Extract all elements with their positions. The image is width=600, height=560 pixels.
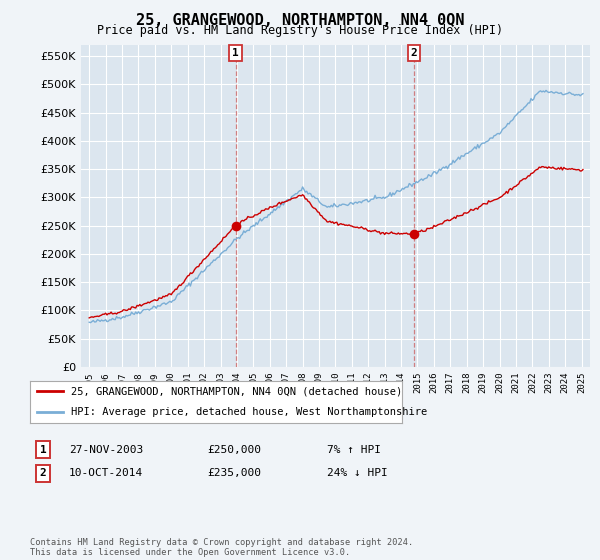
Text: Price paid vs. HM Land Registry's House Price Index (HPI): Price paid vs. HM Land Registry's House … (97, 24, 503, 37)
Text: 2: 2 (410, 48, 417, 58)
Text: HPI: Average price, detached house, West Northamptonshire: HPI: Average price, detached house, West… (71, 407, 427, 417)
Text: 1: 1 (40, 445, 47, 455)
Text: 25, GRANGEWOOD, NORTHAMPTON, NN4 0QN (detached house): 25, GRANGEWOOD, NORTHAMPTON, NN4 0QN (de… (71, 386, 402, 396)
Text: 7% ↑ HPI: 7% ↑ HPI (327, 445, 381, 455)
Text: 25, GRANGEWOOD, NORTHAMPTON, NN4 0QN: 25, GRANGEWOOD, NORTHAMPTON, NN4 0QN (136, 13, 464, 28)
Text: 10-OCT-2014: 10-OCT-2014 (69, 468, 143, 478)
Text: 27-NOV-2003: 27-NOV-2003 (69, 445, 143, 455)
Text: 24% ↓ HPI: 24% ↓ HPI (327, 468, 388, 478)
Text: Contains HM Land Registry data © Crown copyright and database right 2024.
This d: Contains HM Land Registry data © Crown c… (30, 538, 413, 557)
Text: 1: 1 (232, 48, 239, 58)
Text: £250,000: £250,000 (207, 445, 261, 455)
Text: £235,000: £235,000 (207, 468, 261, 478)
Text: 2: 2 (40, 468, 47, 478)
